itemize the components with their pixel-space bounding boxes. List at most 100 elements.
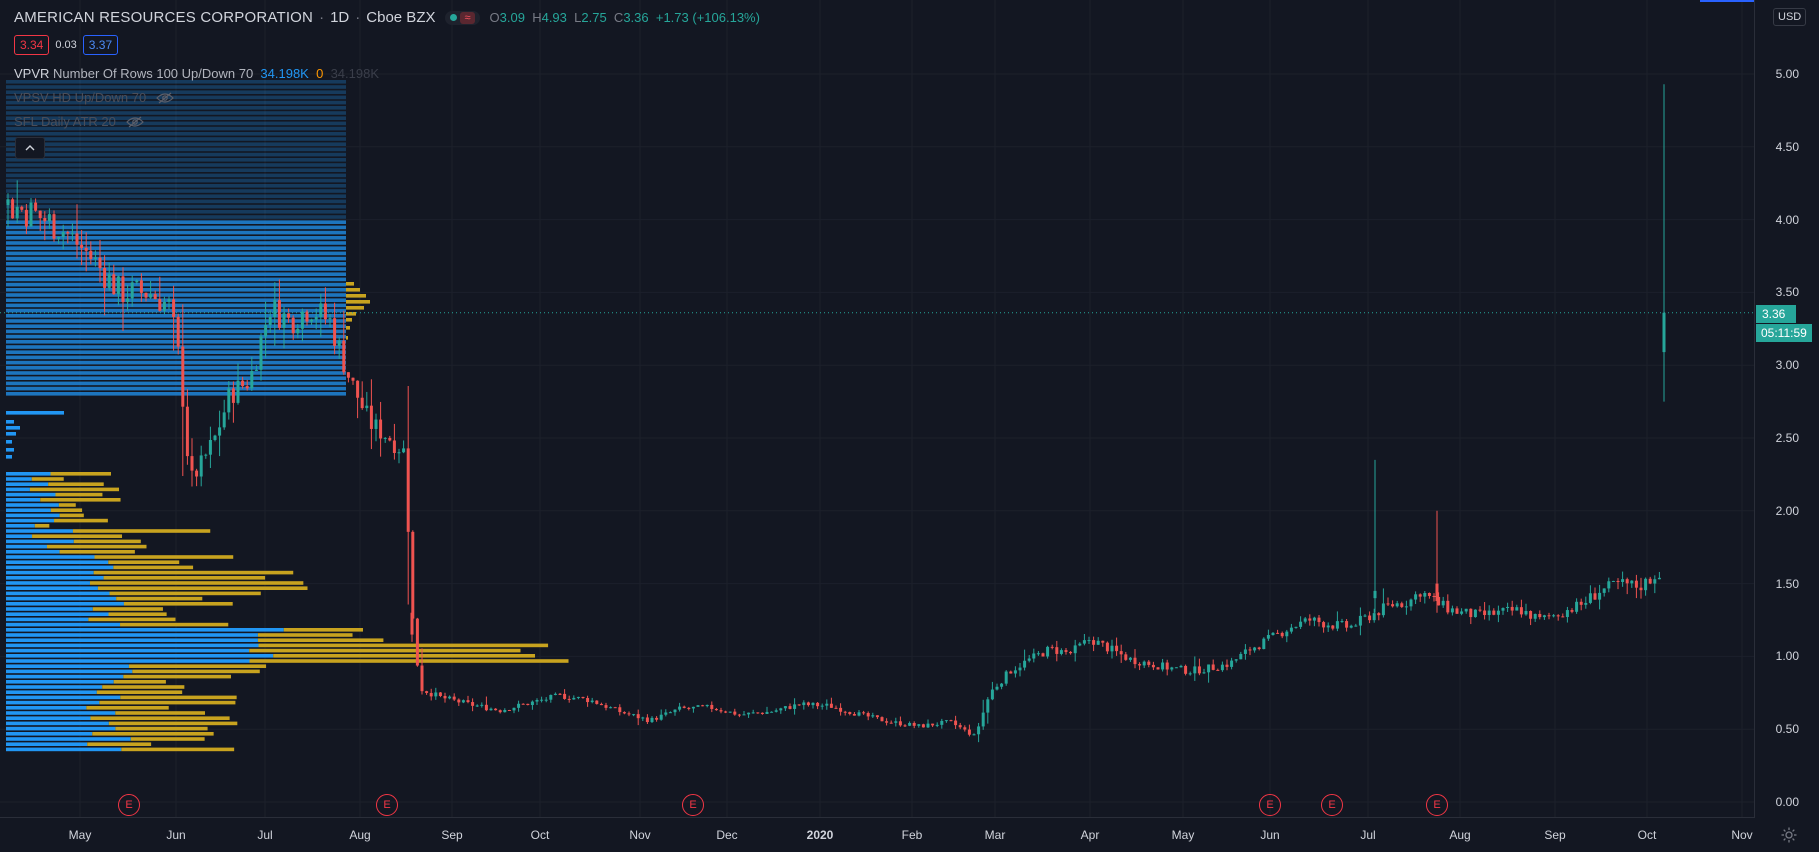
chart-pane[interactable]: AMERICAN RESOURCES CORPORATION · 1D · Cb… [0, 0, 1755, 818]
volume-profile-bar-down [59, 513, 84, 518]
candle-body [696, 705, 700, 707]
eye-crossed-icon[interactable] [126, 116, 144, 128]
bid-button[interactable]: 3.34 [14, 35, 50, 55]
volume-profile-bar-up [6, 147, 346, 152]
candle-body [1000, 683, 1004, 687]
candle-body [1326, 625, 1330, 628]
candle-body [1055, 647, 1059, 654]
candle-body [540, 699, 544, 701]
volume-profile-bar-down [249, 659, 569, 663]
candle-body [1519, 607, 1523, 615]
volume-profile-bar-up [6, 726, 116, 731]
gear-icon[interactable] [1780, 826, 1798, 844]
candle-body [1538, 613, 1542, 618]
volume-profile-bar-up [6, 381, 346, 386]
ohlc-values: O3.09 H4.93 L2.75 C3.36 +1.73 (+106.13%) [490, 10, 760, 25]
candle-body [1138, 664, 1142, 666]
candle-body [1496, 610, 1500, 615]
candle-body [931, 723, 935, 726]
candle-body [521, 703, 525, 705]
earnings-marker[interactable]: E [376, 794, 398, 816]
candle-body [231, 388, 235, 403]
low-label: L [574, 10, 582, 25]
candle-body [765, 711, 769, 714]
volume-profile-bar-up [6, 168, 346, 172]
eye-crossed-icon[interactable] [156, 92, 175, 104]
price-scale[interactable]: 5.00 4.50 4.00 3.50 3.00 2.50 2.00 1.50 1.00 0.50… [1755, 0, 1819, 818]
volume-profile-bar-down [92, 607, 163, 611]
candle-body [816, 702, 820, 707]
volume-profile-bar-down [113, 680, 166, 684]
candle-body [1303, 618, 1307, 622]
volume-profile-bar-down [249, 648, 521, 653]
symbol-name[interactable]: AMERICAN RESOURCES CORPORATION [14, 9, 314, 26]
volume-profile-bar-down [128, 664, 267, 668]
symbol-legend[interactable]: AMERICAN RESOURCES CORPORATION · 1D · Cb… [14, 9, 760, 26]
volume-profile-bar-up [6, 482, 49, 486]
chart-canvas[interactable] [0, 0, 1755, 818]
candle-body [549, 694, 553, 700]
candle-body [590, 700, 594, 703]
candle-body [222, 412, 226, 428]
volume-profile-bar-up [6, 669, 133, 674]
earnings-marker[interactable]: E [1321, 794, 1343, 816]
high-label: H [532, 10, 542, 25]
candle-body [903, 725, 907, 727]
collapse-indicators-button[interactable] [15, 137, 45, 159]
bid-ask-panel: 3.34 0.03 3.37 [14, 35, 119, 55]
candle-body [1404, 606, 1408, 608]
earnings-marker[interactable]: E [1426, 794, 1448, 816]
volume-profile-bar-down [108, 560, 180, 564]
volume-profile-bar-up [6, 329, 346, 334]
volume-profile-bar-up [6, 319, 346, 323]
candle-body [1492, 610, 1496, 615]
candle-body [1373, 590, 1377, 599]
candle-body [1078, 643, 1082, 646]
candle-body [1377, 613, 1381, 616]
volume-profile-bar-up [6, 199, 346, 204]
currency-button[interactable]: USD [1773, 8, 1807, 26]
delayed-data-icon[interactable]: ≈ [460, 11, 475, 24]
candle-body [273, 300, 277, 317]
candle-body [1648, 578, 1652, 584]
candle-body [747, 712, 751, 715]
candle-body [503, 709, 507, 713]
vpvr-name[interactable]: VPVR [14, 66, 50, 81]
candle-body [1220, 664, 1224, 671]
candle-body [305, 311, 309, 322]
candle-body [1437, 596, 1441, 606]
candle-body [517, 703, 521, 708]
candle-body [1464, 608, 1468, 612]
candle-body [705, 704, 709, 707]
candle-body [319, 303, 323, 317]
vpvr-down-value: 0 [316, 66, 324, 81]
atr-name[interactable]: SFL Daily ATR 20 [14, 114, 116, 129]
candle-body [34, 202, 38, 211]
candle-body [811, 702, 815, 706]
volume-profile-bar-down [48, 482, 104, 486]
candle-body [1593, 593, 1597, 600]
indicator-vpsv[interactable]: VPSV HD Up/Down 70 [14, 90, 175, 105]
candle-body [1013, 670, 1017, 674]
chevron-up-icon [25, 145, 35, 151]
candle-body [659, 714, 663, 720]
candle-body [1483, 610, 1487, 616]
vpsv-name[interactable]: VPSV HD Up/Down 70 [14, 90, 147, 105]
indicator-atr[interactable]: SFL Daily ATR 20 [14, 114, 144, 129]
interval-label[interactable]: 1D [330, 9, 350, 26]
time-scale[interactable]: May Jun Jul Aug Sep Oct Nov Dec 2020 Feb Mar Apr May… [0, 818, 1755, 852]
volume-profile-bar-up [6, 163, 346, 167]
volume-profile-bar-up [6, 524, 35, 528]
market-status[interactable]: ≈ [445, 10, 480, 25]
volume-profile-bar-up [6, 440, 12, 444]
ask-button[interactable]: 3.37 [82, 35, 119, 55]
volume-profile-bar-up [6, 432, 16, 436]
earnings-marker[interactable]: E [682, 794, 704, 816]
volume-profile-bar-up [6, 648, 250, 653]
earnings-marker[interactable]: E [1259, 794, 1281, 816]
volume-profile-bar-down [283, 628, 364, 632]
earnings-marker[interactable]: E [118, 794, 140, 816]
vpvr-total-value: 34.198K [330, 66, 379, 81]
indicator-vpvr[interactable]: VPVR Number Of Rows 100 Up/Down 70 34.19… [14, 66, 379, 81]
volume-profile-bar-up [6, 617, 89, 622]
